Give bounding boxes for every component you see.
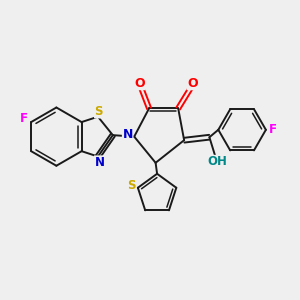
Text: S: S	[127, 179, 136, 192]
Text: S: S	[94, 105, 103, 118]
Text: OH: OH	[208, 155, 228, 168]
Text: N: N	[122, 128, 133, 141]
Text: O: O	[187, 76, 198, 90]
Text: O: O	[134, 76, 145, 90]
Text: N: N	[94, 156, 104, 169]
Text: F: F	[20, 112, 28, 125]
Text: F: F	[268, 123, 276, 136]
